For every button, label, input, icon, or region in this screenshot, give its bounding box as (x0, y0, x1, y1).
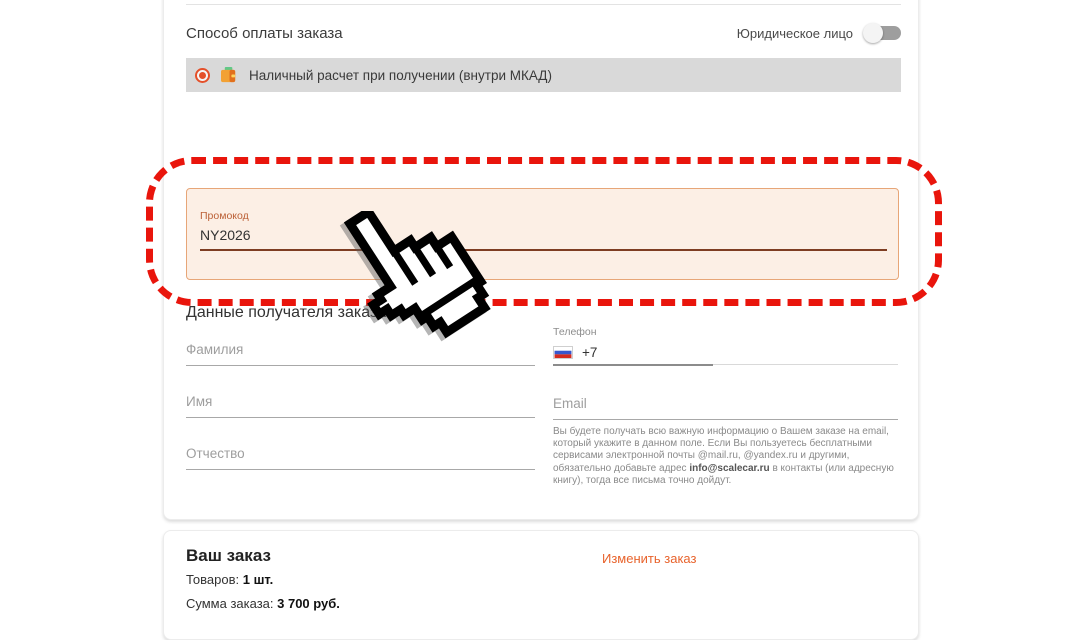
first-name-input[interactable] (186, 390, 535, 418)
recipient-section-title: Данные получателя заказа (186, 304, 387, 321)
payment-header-row: Способ оплаты заказа Юридическое лицо (186, 21, 901, 45)
order-items-line: Товаров: 1 шт. (186, 572, 274, 587)
order-sum-value: 3 700 руб. (277, 596, 340, 611)
payment-option-label: Наличный расчет при получении (внутри МК… (249, 67, 552, 83)
legal-entity-control: Юридическое лицо (737, 23, 901, 43)
phone-underline (553, 364, 898, 366)
order-sum-line: Сумма заказа: 3 700 руб. (186, 596, 340, 611)
last-name-field (186, 338, 535, 366)
legal-entity-label: Юридическое лицо (736, 25, 853, 41)
middle-name-field (186, 442, 535, 470)
promo-input[interactable] (200, 225, 887, 251)
payment-option-cash[interactable]: Наличный расчет при получении (внутри МК… (186, 58, 901, 92)
payment-section-title: Способ оплаты заказа (186, 24, 343, 42)
edit-order-link[interactable]: Изменить заказ (602, 551, 697, 566)
promo-code-box: Промокод (186, 188, 899, 280)
phone-label: Телефон (553, 326, 597, 338)
email-field (553, 392, 898, 420)
phone-field (553, 341, 898, 363)
phone-input[interactable] (582, 344, 782, 360)
promo-label: Промокод (200, 210, 249, 222)
checkout-page: Способ оплаты заказа Юридическое лицо На… (146, 0, 942, 640)
order-summary-card (163, 530, 919, 640)
legal-entity-toggle[interactable] (863, 23, 901, 43)
first-name-field (186, 390, 535, 418)
russia-flag-icon (553, 345, 573, 359)
radio-selected-icon[interactable] (195, 67, 210, 83)
order-section-title: Ваш заказ (186, 546, 271, 565)
last-name-input[interactable] (186, 338, 535, 366)
section-divider (186, 4, 901, 5)
wallet-icon (221, 66, 236, 82)
email-input[interactable] (553, 392, 898, 420)
middle-name-input[interactable] (186, 442, 535, 470)
support-email: info@scalecar.ru (689, 462, 770, 474)
email-help-text: Вы будете получать всю важную информацию… (553, 426, 894, 486)
order-items-value: 1 шт. (242, 572, 274, 587)
toggle-knob (863, 23, 883, 43)
